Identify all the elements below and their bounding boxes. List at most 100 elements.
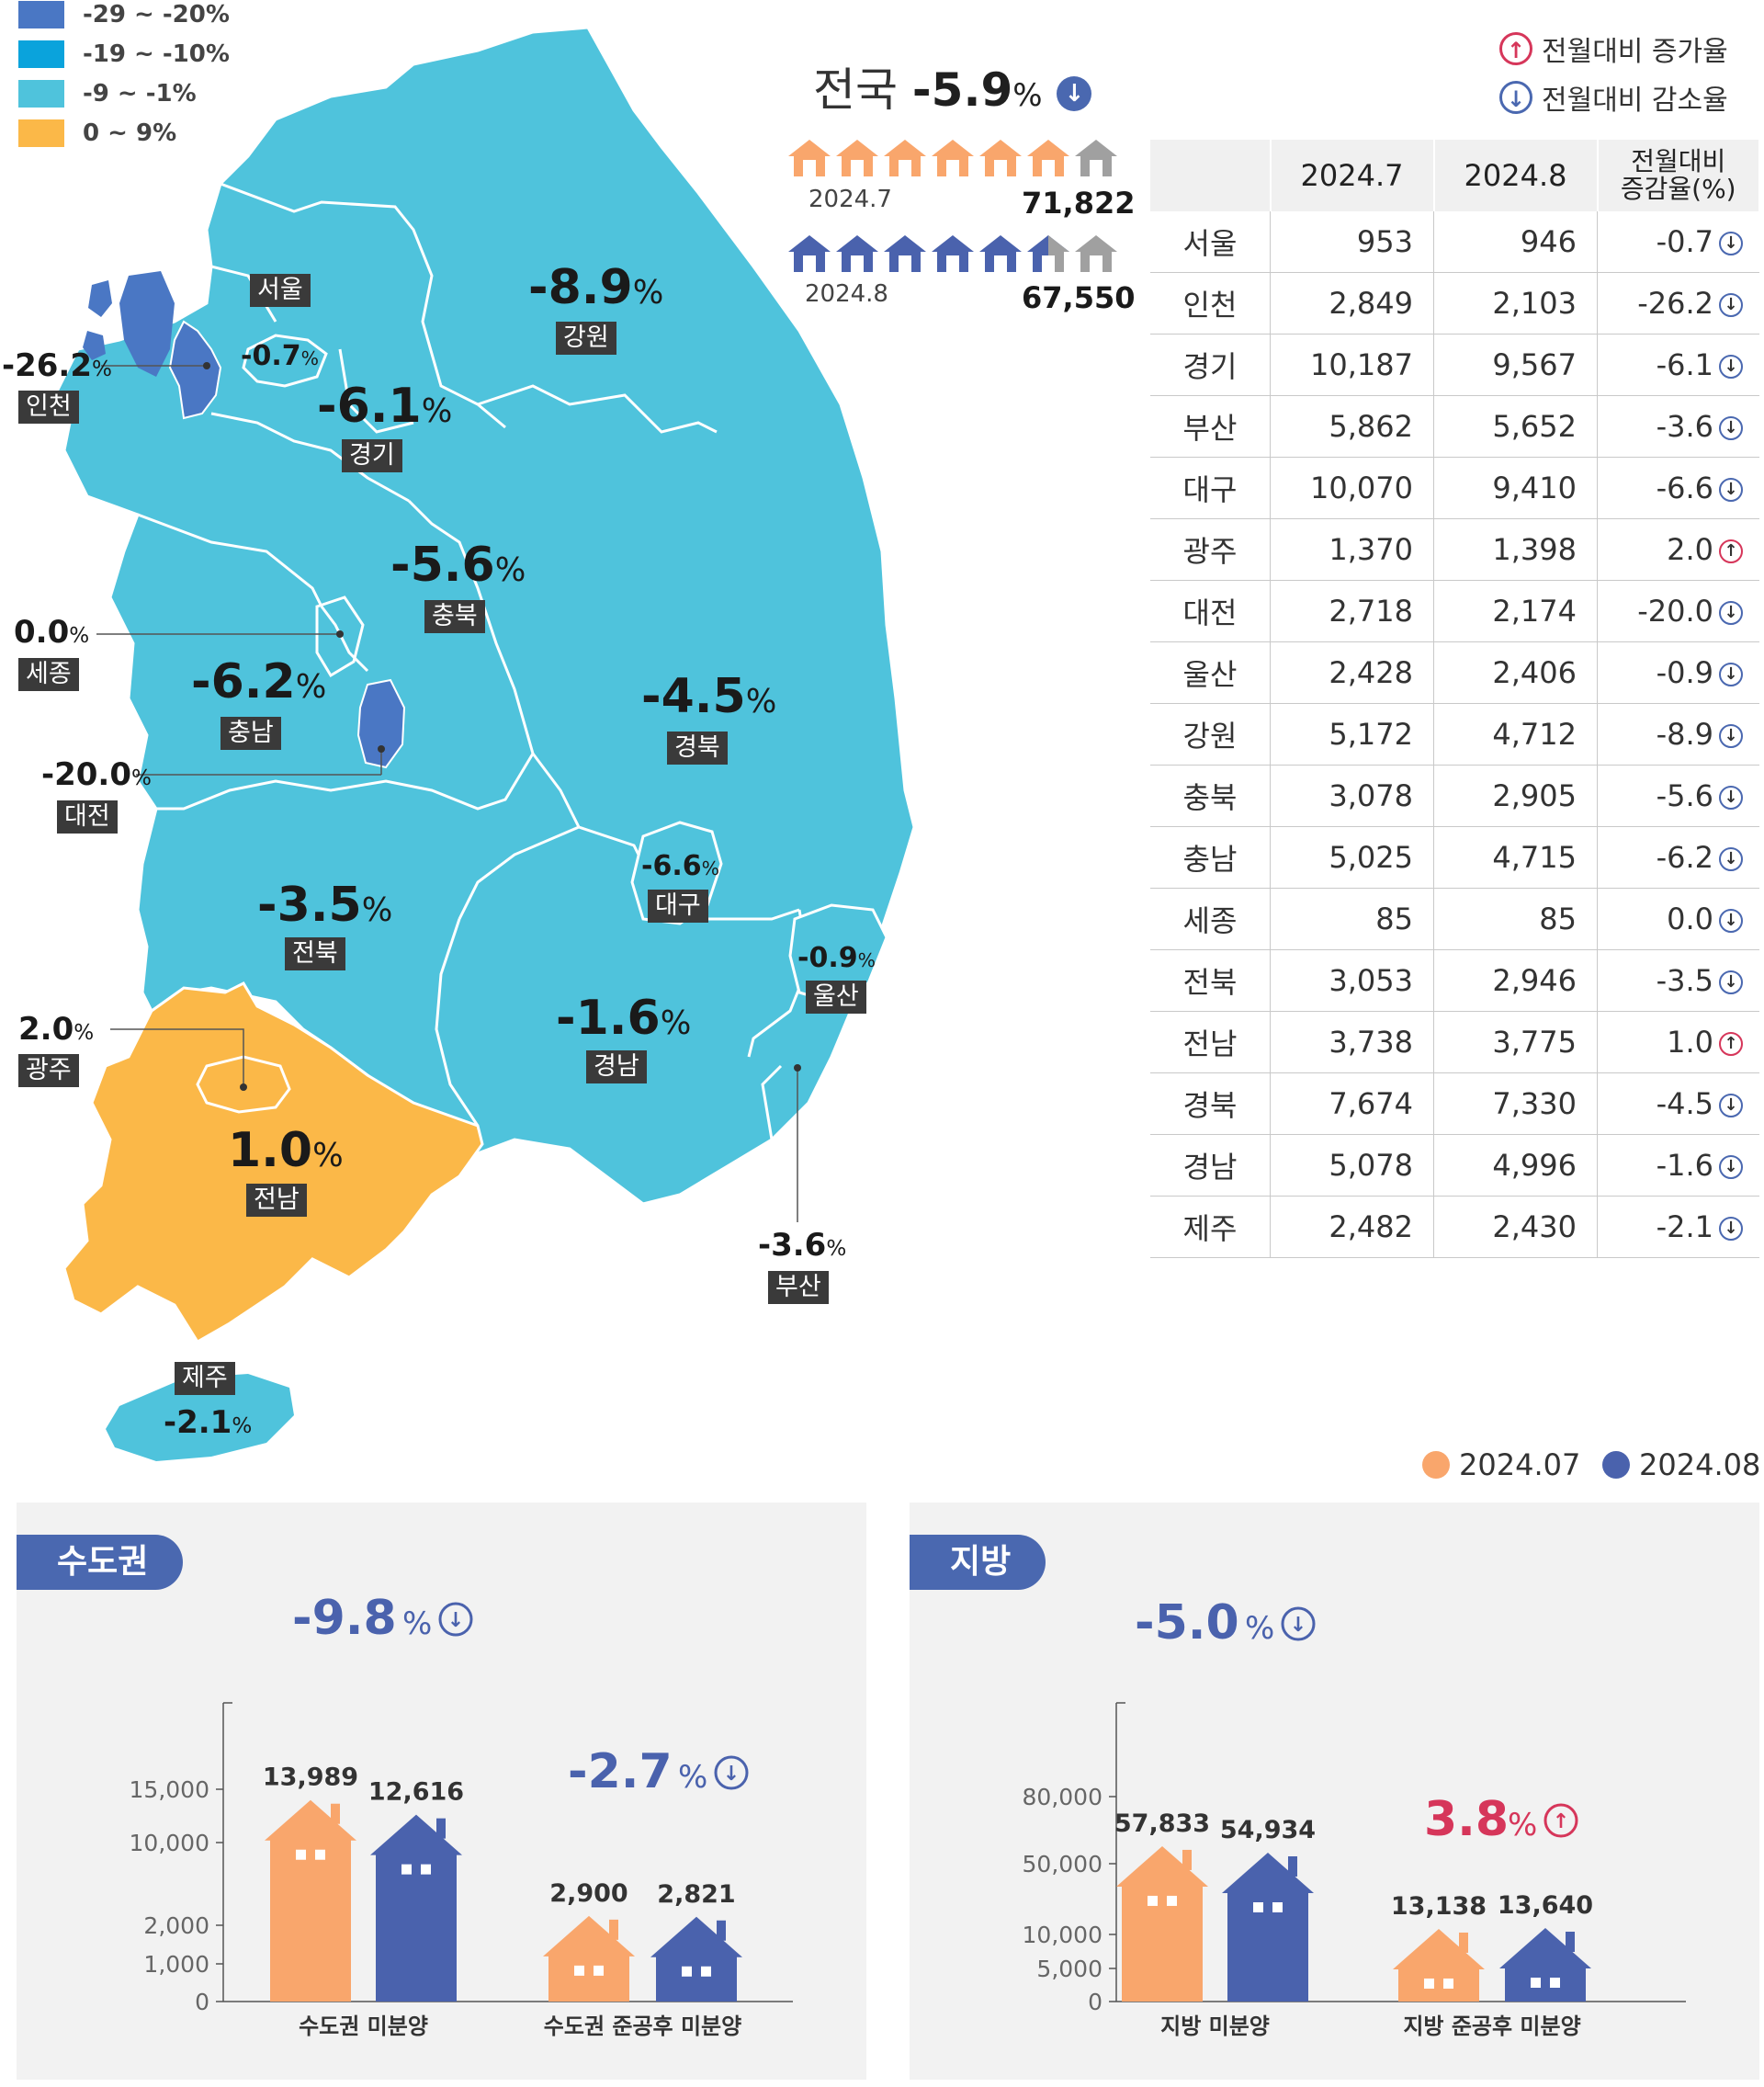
bar-window — [594, 1965, 604, 1976]
cell-region: 세종 — [1150, 888, 1271, 950]
down-arrow-icon: ↓ — [1719, 786, 1743, 810]
cell-region: 전북 — [1150, 949, 1271, 1012]
cell-aug: 85 — [1433, 888, 1598, 950]
bar-value-label: 54,934 — [1220, 1816, 1316, 1844]
house-icon — [1027, 140, 1069, 176]
region-label-chungbuk: 충북 — [424, 600, 485, 633]
bar-chimney — [717, 1920, 726, 1941]
cell-region: 부산 — [1150, 395, 1271, 458]
national-rate: 전국 -5.9% ↓ — [813, 53, 1092, 119]
cell-rate: -6.2 ↓ — [1597, 826, 1759, 889]
rate-legend-down-label: 전월대비 감소율 — [1542, 85, 1728, 117]
table-header-row: 2024.7 2024.8 전월대비 증감율(%) — [1150, 140, 1760, 211]
region-value-seoul: -0.7% — [241, 340, 319, 372]
cell-region: 전남 — [1150, 1011, 1271, 1073]
legend-label: 0 ~ 9% — [83, 119, 177, 147]
houses-jul — [788, 140, 1117, 176]
map-incheon-island — [119, 271, 175, 377]
down-arrow-glyph: ↓ — [1290, 1614, 1306, 1637]
bar-chimney — [1566, 1931, 1575, 1952]
cell-rate: 2.0 ↑ — [1597, 518, 1759, 581]
bar — [265, 1799, 356, 2002]
cell-jul: 5,862 — [1270, 395, 1434, 458]
cell-region: 강원 — [1150, 703, 1271, 766]
down-arrow-icon: ↓ — [1719, 293, 1743, 317]
bar-window — [296, 1849, 306, 1860]
national-value: -5.9 — [911, 63, 1013, 117]
region-label-gyeonggi: 경기 — [342, 439, 402, 472]
cell-aug: 2,174 — [1433, 580, 1598, 642]
cell-rate: -6.1 ↓ — [1597, 334, 1759, 396]
map-jeju — [106, 1374, 294, 1461]
region-value-sejong: 0.0% — [14, 614, 90, 651]
cell-aug: 2,430 — [1433, 1196, 1598, 1258]
house-icon — [932, 140, 974, 176]
house-icon — [1048, 235, 1069, 272]
region-label-gwangju: 광주 — [18, 1054, 79, 1087]
legend-label: -19 ~ -10% — [83, 40, 230, 68]
map-incheon — [168, 320, 222, 420]
table-row: 울산 2,428 2,406 -0.9 ↓ — [1150, 641, 1759, 704]
cell-aug: 7,330 — [1433, 1072, 1598, 1135]
cell-aug: 3,775 — [1433, 1011, 1598, 1073]
y-tick-label: 10,000 — [1023, 1922, 1102, 1948]
houses-aug-label: 2024.8 — [805, 280, 888, 308]
panel-local: 지방 0 5,000 10,000 50,000 80,000 57,833 54,934 지… — [910, 1503, 1759, 2080]
change-value: -9.8 — [292, 1591, 397, 1646]
legend-swatch — [18, 119, 64, 147]
bar — [650, 1916, 742, 2002]
change-unit: % — [1245, 1610, 1274, 1647]
region-label-chungnam: 충남 — [220, 717, 281, 750]
bar-value-label: 12,616 — [368, 1778, 464, 1807]
down-arrow-icon: ↓ — [1719, 909, 1743, 933]
table-row: 대전 2,718 2,174 -20.0 ↓ — [1150, 580, 1759, 642]
cell-rate: -5.6 ↓ — [1597, 765, 1759, 827]
cell-aug: 4,996 — [1433, 1134, 1598, 1197]
bar-window — [574, 1965, 584, 1976]
house-icon — [979, 235, 1022, 272]
table-row: 경북 7,674 7,330 -4.5 ↓ — [1150, 1072, 1759, 1135]
region-value-gyeongnam: -1.6% — [556, 991, 692, 1046]
region-label-busan: 부산 — [768, 1271, 829, 1304]
region-value-jeju: -2.1% — [164, 1404, 253, 1441]
cell-aug: 4,712 — [1433, 703, 1598, 766]
table-row: 전북 3,053 2,946 -3.5 ↓ — [1150, 949, 1759, 1012]
region-value-gwangju: 2.0% — [18, 1011, 95, 1048]
region-value-daejeon: -20.0% — [41, 756, 152, 793]
legend-swatch — [18, 80, 64, 108]
category-label: 수도권 미분양 — [299, 2013, 428, 2039]
bar-chimney — [331, 1803, 340, 1824]
up-arrow-icon: ↑ — [1499, 32, 1532, 65]
cell-rate: -26.2 ↓ — [1597, 272, 1759, 335]
cell-aug: 2,103 — [1433, 272, 1598, 335]
cell-jul: 85 — [1270, 888, 1434, 950]
change-unit: % — [678, 1759, 707, 1796]
legend-label: -9 ~ -1% — [83, 80, 197, 108]
house-icon — [1075, 140, 1117, 176]
region-table: 2024.7 2024.8 전월대비 증감율(%) 서울 953 946 -0.7 ↓ 인천… — [1150, 140, 1760, 1258]
down-arrow-icon: ↓ — [1719, 847, 1743, 871]
bar-window — [421, 1864, 431, 1875]
change-value: -5.0 — [1135, 1595, 1239, 1650]
bar-value-label: 2,821 — [657, 1880, 735, 1909]
bar-window — [1272, 1901, 1283, 1912]
table-row: 세종 85 85 0.0 ↓ — [1150, 888, 1759, 950]
cell-jul: 2,482 — [1270, 1196, 1434, 1258]
cell-jul: 5,172 — [1270, 703, 1434, 766]
table-row: 서울 953 946 -0.7 ↓ — [1150, 211, 1759, 273]
down-arrow-icon: ↓ — [1719, 663, 1743, 686]
map-borders — [137, 182, 810, 1140]
region-value-gyeongbuk: -4.5% — [641, 669, 777, 724]
legend-item: -9 ~ -1% — [18, 80, 197, 108]
cell-rate: -0.9 ↓ — [1597, 641, 1759, 704]
down-arrow-icon: ↓ — [1719, 1155, 1743, 1179]
region-label-daegu: 대구 — [648, 890, 708, 923]
down-arrow-icon — [714, 1755, 749, 1790]
table-row: 경기 10,187 9,567 -6.1 ↓ — [1150, 334, 1759, 396]
cell-aug: 946 — [1433, 211, 1598, 273]
cell-jul: 2,849 — [1270, 272, 1434, 335]
cell-region: 광주 — [1150, 518, 1271, 581]
bar — [1499, 1927, 1591, 2002]
bar-legend-jul: 2024.07 — [1422, 1447, 1580, 1482]
map-daejeon — [356, 678, 406, 769]
